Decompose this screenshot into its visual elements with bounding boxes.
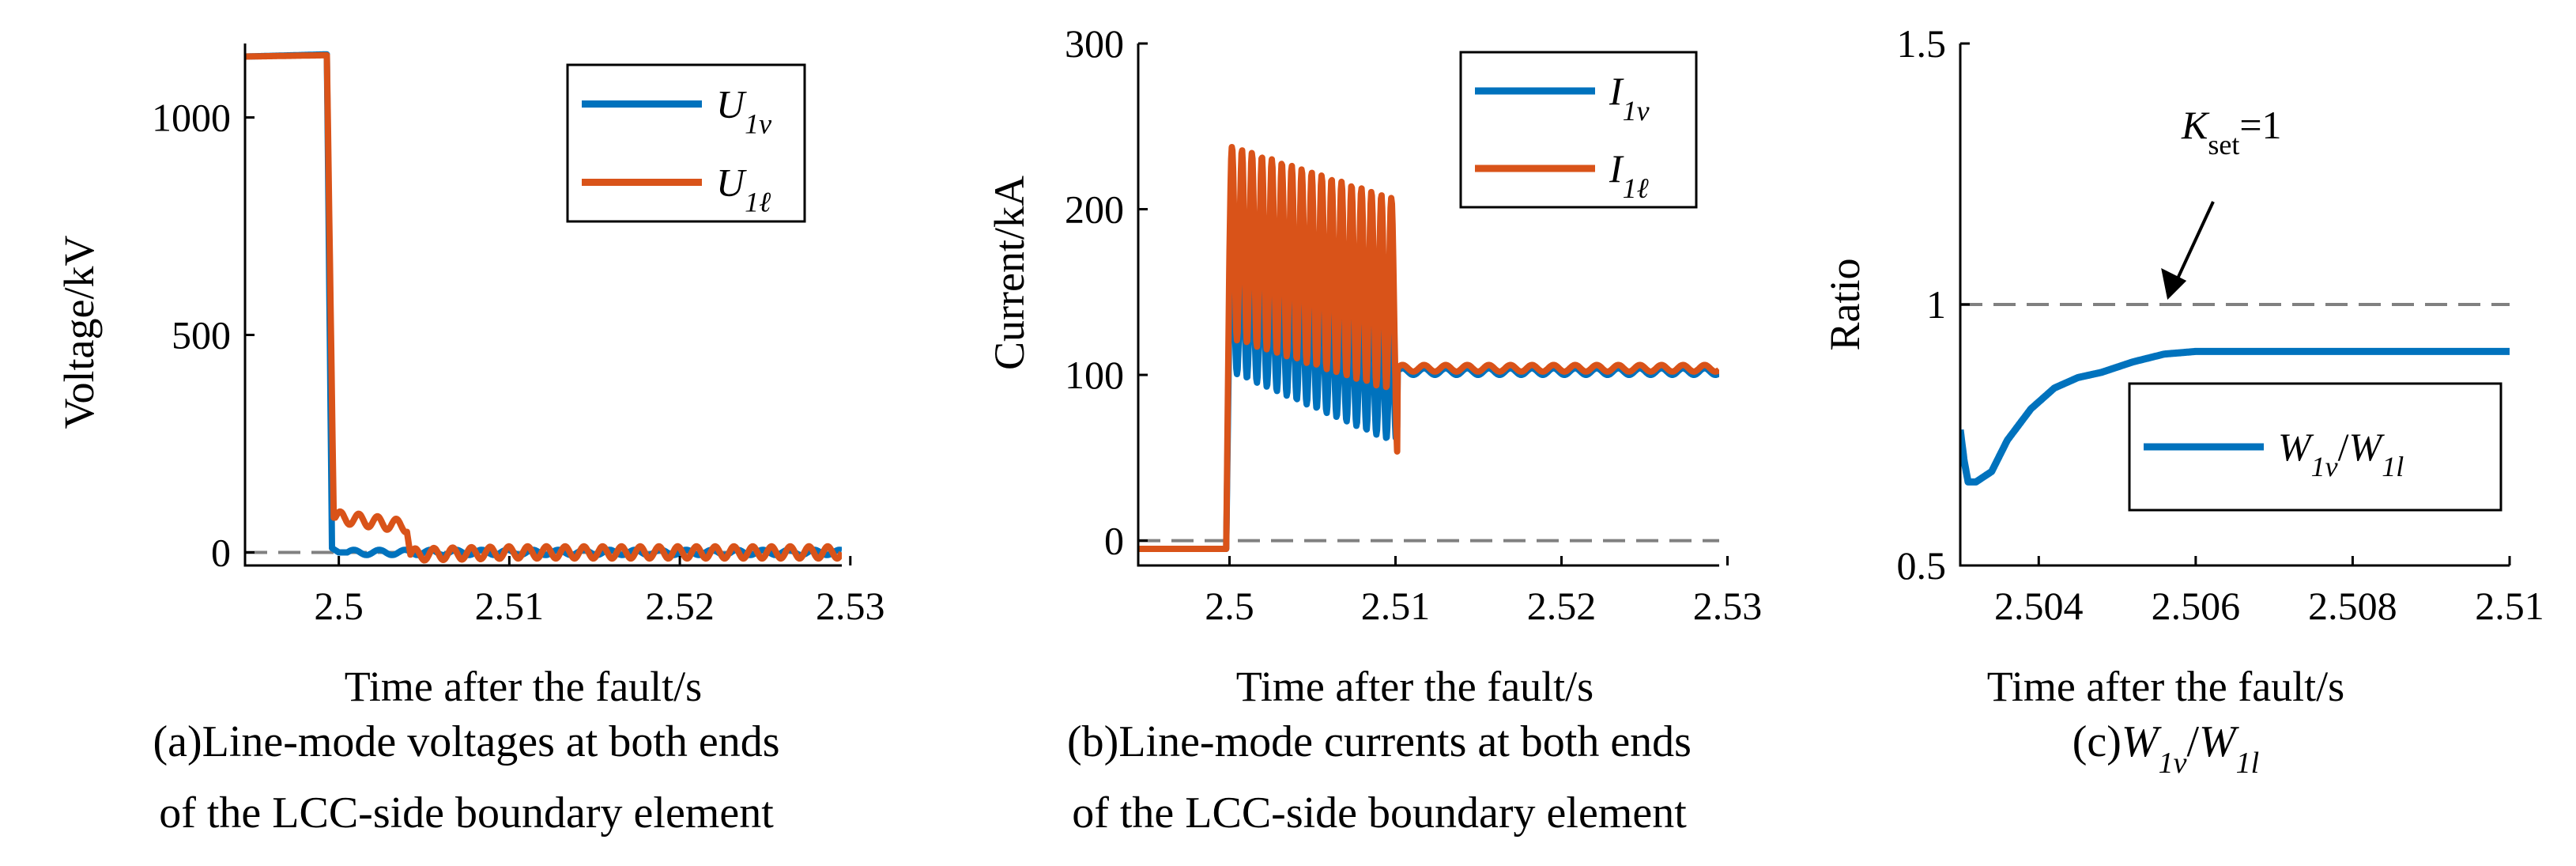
x-tick-label-a-1: 2.51: [475, 584, 545, 628]
legend-label-b-1: I1v: [1609, 69, 1650, 127]
legend-label-b-2: I1ℓ: [1609, 146, 1649, 204]
x-tick-label-a-3: 2.53: [816, 584, 885, 628]
y-tick-label-b-1: 100: [1065, 353, 1124, 397]
x-tick-label-b-0: 2.5: [1205, 584, 1254, 628]
caption-a-line-1: (a)Line-mode voltages at both ends: [153, 717, 779, 766]
caption-b-line-1: (b)Line-mode currents at both ends: [1067, 717, 1692, 766]
x-tick-label-c-3: 2.51: [2475, 584, 2544, 628]
legend-box-b: [1459, 51, 1698, 209]
x-tick-label-c-1: 2.506: [2152, 584, 2241, 628]
x-tick-label-b-3: 2.53: [1693, 584, 1763, 628]
y-tick-label-c-0: 0.5: [1897, 543, 1947, 588]
x-tick-label-b-2: 2.52: [1527, 584, 1597, 628]
panel-c: 2.504 2.506 2.508 2.510.511.5W1v/W1lKset=1 …: [1821, 21, 2544, 780]
y-tick-label-a-2: 1000: [152, 96, 231, 140]
ylabel-b: Current/kA: [986, 176, 1033, 370]
legend-label-c-1: W1v/W1l: [2278, 425, 2404, 482]
y-tick-label-a-0: 0: [211, 531, 231, 575]
series-line-b-2: [1138, 144, 1719, 552]
plot-area-c: 2.504 2.506 2.508 2.51 0.5 1 1.5 W1v/W1l Kset=1: [1897, 21, 2544, 628]
legend-label-a-2: U1ℓ: [716, 161, 771, 218]
y-tick-label-b-2: 200: [1065, 187, 1124, 232]
series-line-c-1: [1960, 347, 2510, 486]
caption-c-line-1: (c)W1v/W1l: [2072, 717, 2259, 780]
axes-a: [243, 43, 842, 567]
ylabel-c: Ratio: [1821, 259, 1869, 351]
y-tick-label-b-3: 300: [1065, 21, 1124, 66]
xlabel-b: Time after the fault/s: [1236, 663, 1593, 710]
caption-c: (c)W1v/W1l: [2072, 717, 2259, 780]
x-tick-label-a-2: 2.52: [645, 584, 715, 628]
caption-a-line-2: of the LCC-side boundary element: [159, 788, 774, 838]
annotation-arrow: [2171, 201, 2215, 291]
legend-c: W1v/W1l: [2128, 382, 2502, 512]
x-tick-label-c-2: 2.508: [2308, 584, 2397, 628]
x-tick-label-b-1: 2.51: [1361, 584, 1431, 628]
y-tick-label-c-2: 1.5: [1897, 21, 1947, 66]
annotation-kset: Kset=1: [2181, 103, 2282, 161]
y-tick-label-b-0: 0: [1104, 519, 1124, 563]
y-tick-label-a-1: 500: [172, 313, 231, 357]
xlabel-a: Time after the fault/s: [345, 663, 702, 710]
series-line-a-2: [245, 51, 842, 564]
legend-label-a-1: U1v: [716, 82, 771, 140]
y-tick-label-c-1: 1: [1926, 282, 1946, 327]
annotation-arrowhead: [2161, 268, 2187, 300]
x-tick-label-c-0: 2.504: [1994, 584, 2084, 628]
xlabel-c: Time after the fault/s: [1987, 663, 2344, 710]
ylabel-a: Voltage/kV: [55, 236, 103, 429]
caption-b-line-2: of the LCC-side boundary element: [1072, 788, 1687, 838]
x-tick-label-a-0: 2.5: [314, 584, 364, 628]
axes-b: [1137, 43, 1719, 567]
legend-box-a: [566, 63, 806, 223]
